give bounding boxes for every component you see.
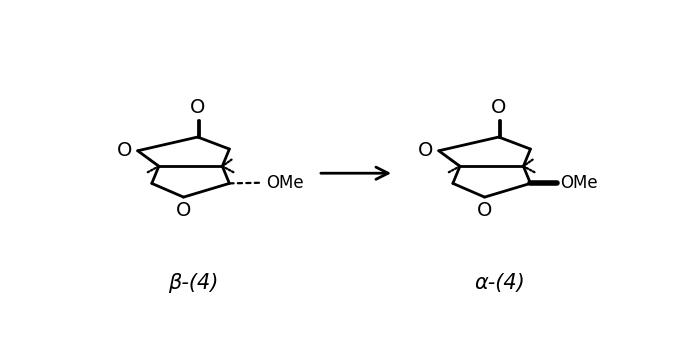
Text: O: O: [117, 141, 132, 160]
Text: β-(4): β-(4): [168, 273, 218, 293]
Text: OMe: OMe: [560, 174, 598, 192]
Text: O: O: [418, 141, 433, 160]
Text: O: O: [477, 201, 492, 220]
Text: OMe: OMe: [266, 174, 304, 192]
Text: O: O: [190, 98, 205, 117]
Text: α-(4): α-(4): [475, 273, 525, 293]
Text: O: O: [176, 201, 191, 220]
Text: O: O: [491, 98, 506, 117]
